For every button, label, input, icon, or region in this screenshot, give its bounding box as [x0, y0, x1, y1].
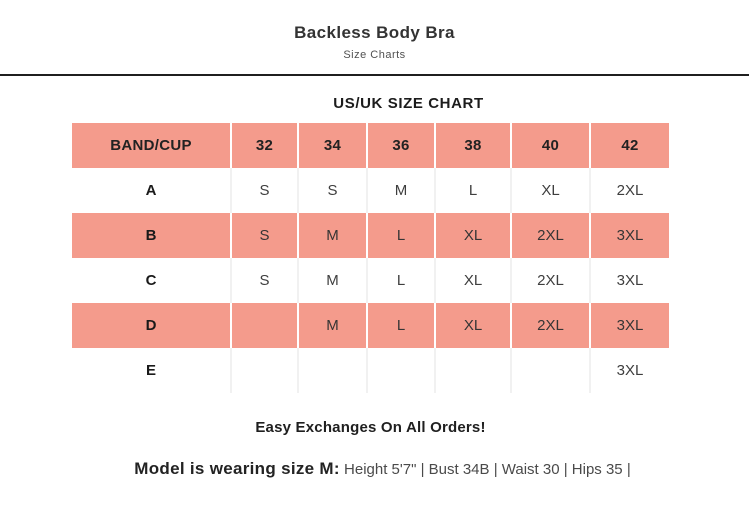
size-cell: M: [297, 258, 367, 303]
page-subtitle: Size Charts: [343, 49, 406, 61]
cup-row-label: B: [72, 213, 231, 258]
page-title: Backless Body Bra: [294, 23, 455, 42]
size-cell: L: [366, 303, 435, 348]
size-cell: 3XL: [589, 303, 669, 348]
size-cell: 2XL: [510, 303, 590, 348]
size-cell: L: [366, 258, 435, 303]
size-cell: S: [297, 168, 367, 213]
cup-row-label: E: [145, 362, 156, 379]
table-header-row: BAND/CUP 32 34 36 38 40 42: [72, 123, 669, 168]
cup-row-label: C: [145, 272, 157, 289]
band-size-column-header: 38: [434, 123, 511, 168]
band-size-column-header: 32: [230, 123, 298, 168]
size-cell: 3XL: [589, 348, 669, 393]
size-cell: [366, 348, 435, 393]
size-cell: S: [230, 213, 298, 258]
band-size-column-header: 34: [297, 123, 367, 168]
size-cell: [434, 348, 511, 393]
size-cell: XL: [434, 303, 511, 348]
size-cell: 2XL: [510, 258, 590, 303]
band-size-column-header: 40: [510, 123, 590, 168]
size-cell: [510, 348, 590, 393]
size-row-b: B S M L XL 2XL 3XL: [72, 213, 669, 258]
size-cell: L: [366, 213, 435, 258]
size-cell: M: [297, 213, 367, 258]
model-info-details: Height 5'7" | Bust 34B | Waist 30 | Hips…: [344, 461, 631, 478]
size-chart-title: US/UK SIZE CHART: [333, 95, 484, 112]
size-cell: 2XL: [510, 213, 590, 258]
cup-row-label: D: [72, 303, 231, 348]
size-cell: XL: [510, 168, 590, 213]
size-table-body: A S S M L XL 2XL B S M L XL 2XL 3XL C S M L XL 2XL 3XL D M L XL 2…: [72, 168, 669, 393]
size-cell: S: [230, 168, 298, 213]
size-cell: S: [230, 258, 298, 303]
size-chart-page: Backless Body Bra Size Charts US/UK SIZE…: [0, 0, 749, 479]
size-chart-table: BAND/CUP 32 34 36 38 40 42 A S S M L XL 2XL B S M L XL 2XL…: [72, 123, 669, 393]
size-cell: 3XL: [589, 213, 669, 258]
cup-row-label: A: [145, 182, 157, 199]
size-cell: M: [297, 303, 367, 348]
product-header: Backless Body Bra Size Charts: [0, 0, 749, 61]
band-size-column-header: 36: [366, 123, 435, 168]
header-divider: [0, 74, 749, 76]
size-cell: [230, 348, 298, 393]
band-size-column-header: 42: [589, 123, 669, 168]
size-row-c: C S M L XL 2XL 3XL: [72, 258, 669, 303]
band-cup-column-header: BAND/CUP: [72, 123, 231, 168]
size-row-a: A S S M L XL 2XL: [72, 168, 669, 213]
model-info-label: Model is wearing size M:: [134, 459, 340, 478]
size-cell: 2XL: [589, 168, 669, 213]
size-cell: [230, 303, 298, 348]
size-cell: XL: [434, 258, 511, 303]
size-cell: [297, 348, 367, 393]
size-cell: 3XL: [589, 258, 669, 303]
size-cell: M: [366, 168, 435, 213]
model-info: Model is wearing size M: Height 5'7" | B…: [84, 459, 681, 479]
size-row-e: E 3XL: [72, 348, 669, 393]
size-cell: L: [434, 168, 511, 213]
size-row-d: D M L XL 2XL 3XL: [72, 303, 669, 348]
size-cell: XL: [434, 213, 511, 258]
exchange-note: Easy Exchanges On All Orders!: [255, 419, 486, 436]
size-chart-content: US/UK SIZE CHART BAND/CUP 32 34 36 38 40 42 A S…: [72, 95, 669, 479]
